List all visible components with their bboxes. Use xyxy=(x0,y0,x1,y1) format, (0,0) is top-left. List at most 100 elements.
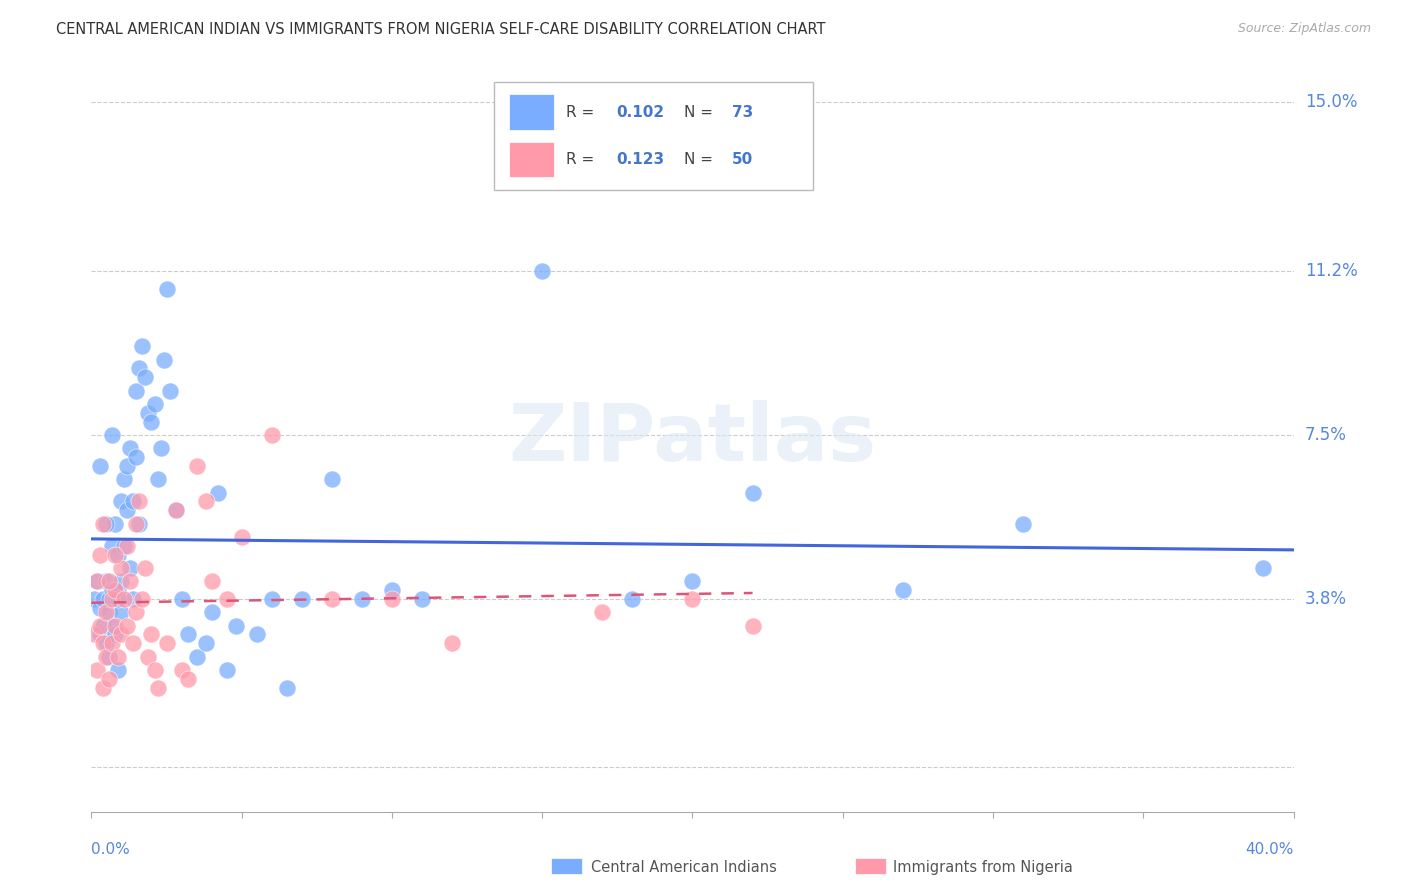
Text: 11.2%: 11.2% xyxy=(1305,262,1357,280)
Text: 15.0%: 15.0% xyxy=(1305,94,1357,112)
Point xyxy=(93,591,115,606)
Point xyxy=(86,574,108,589)
Point xyxy=(138,649,160,664)
Point xyxy=(260,591,283,606)
Bar xyxy=(509,95,554,130)
Point xyxy=(101,618,124,632)
Point xyxy=(1253,561,1275,575)
Point xyxy=(201,605,224,619)
Text: N =: N = xyxy=(685,104,718,120)
Point xyxy=(165,503,187,517)
Point xyxy=(101,582,124,597)
Point xyxy=(170,591,193,606)
Bar xyxy=(855,858,886,874)
Text: R =: R = xyxy=(567,104,599,120)
Point xyxy=(98,672,121,686)
Point xyxy=(225,618,247,632)
Point xyxy=(89,618,111,632)
Point xyxy=(93,681,115,695)
Point xyxy=(96,574,118,589)
Bar xyxy=(509,142,554,178)
Point xyxy=(114,472,136,486)
Text: 0.0%: 0.0% xyxy=(91,842,131,857)
Point xyxy=(89,600,111,615)
Point xyxy=(101,591,124,606)
Text: Immigrants from Nigeria: Immigrants from Nigeria xyxy=(893,860,1073,874)
Point xyxy=(89,458,111,473)
Point xyxy=(1012,516,1035,531)
FancyBboxPatch shape xyxy=(494,82,813,190)
Point xyxy=(107,663,129,677)
Point xyxy=(120,574,142,589)
Text: 0.102: 0.102 xyxy=(617,104,665,120)
Point xyxy=(143,397,166,411)
Point xyxy=(98,605,121,619)
Point xyxy=(120,561,142,575)
Point xyxy=(128,494,150,508)
Point xyxy=(165,503,187,517)
Text: Source: ZipAtlas.com: Source: ZipAtlas.com xyxy=(1237,22,1371,36)
Point xyxy=(591,605,613,619)
Point xyxy=(89,627,111,641)
Point xyxy=(276,681,298,695)
Point xyxy=(101,428,124,442)
Point xyxy=(128,361,150,376)
Point xyxy=(321,591,343,606)
Point xyxy=(125,605,148,619)
Point xyxy=(146,681,169,695)
Point xyxy=(149,441,172,455)
Point xyxy=(83,591,105,606)
Point xyxy=(186,649,208,664)
Point xyxy=(110,561,132,575)
Point xyxy=(104,618,127,632)
Point xyxy=(621,591,644,606)
Point xyxy=(96,649,118,664)
Point xyxy=(176,672,198,686)
Point xyxy=(96,516,118,531)
Point xyxy=(440,636,463,650)
Point xyxy=(134,370,156,384)
Point xyxy=(110,494,132,508)
Point xyxy=(104,516,127,531)
Point xyxy=(350,591,373,606)
Point xyxy=(411,591,433,606)
Point xyxy=(122,636,145,650)
Text: CENTRAL AMERICAN INDIAN VS IMMIGRANTS FROM NIGERIA SELF-CARE DISABILITY CORRELAT: CENTRAL AMERICAN INDIAN VS IMMIGRANTS FR… xyxy=(56,22,825,37)
Point xyxy=(155,636,177,650)
Point xyxy=(125,384,148,398)
Point xyxy=(98,649,121,664)
Text: 40.0%: 40.0% xyxy=(1246,842,1294,857)
Point xyxy=(107,649,129,664)
Point xyxy=(110,605,132,619)
Text: 73: 73 xyxy=(733,104,754,120)
Point xyxy=(381,591,404,606)
Bar xyxy=(551,858,582,874)
Point xyxy=(125,516,148,531)
Point xyxy=(186,458,208,473)
Text: R =: R = xyxy=(567,152,599,167)
Point xyxy=(96,605,118,619)
Point xyxy=(291,591,314,606)
Point xyxy=(104,582,127,597)
Point xyxy=(122,591,145,606)
Text: ZIPatlas: ZIPatlas xyxy=(509,401,876,478)
Point xyxy=(143,663,166,677)
Point xyxy=(98,574,121,589)
Point xyxy=(117,618,139,632)
Text: 0.123: 0.123 xyxy=(617,152,665,167)
Point xyxy=(96,636,118,650)
Point xyxy=(98,591,121,606)
Point xyxy=(104,591,127,606)
Point xyxy=(321,472,343,486)
Point xyxy=(155,282,177,296)
Point xyxy=(110,574,132,589)
Point xyxy=(101,539,124,553)
Point xyxy=(531,264,554,278)
Point xyxy=(207,485,229,500)
Point xyxy=(201,574,224,589)
Point xyxy=(194,636,217,650)
Point xyxy=(146,472,169,486)
Point xyxy=(159,384,181,398)
Point xyxy=(681,574,703,589)
Point xyxy=(152,352,174,367)
